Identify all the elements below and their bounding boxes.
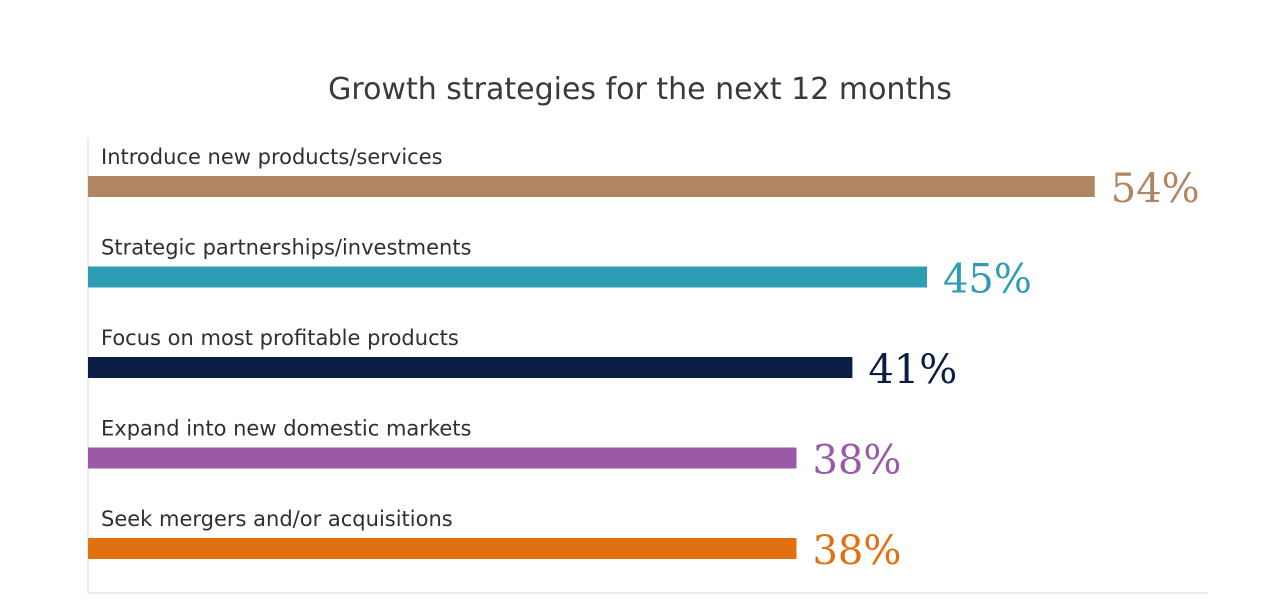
value-label: 38% bbox=[812, 528, 901, 574]
bar bbox=[88, 447, 797, 469]
bar bbox=[88, 266, 927, 288]
chart-title: Growth strategies for the next 12 months bbox=[328, 72, 952, 107]
category-label: Expand into new domestic markets bbox=[101, 417, 471, 441]
value-label: 45% bbox=[943, 257, 1032, 303]
bar bbox=[88, 538, 797, 559]
bar bbox=[88, 176, 1095, 197]
category-label: Focus on most profitable products bbox=[101, 326, 459, 350]
value-label: 54% bbox=[1111, 166, 1200, 212]
bars-group: Introduce new products/services 54% Strate… bbox=[88, 145, 1200, 574]
value-label: 38% bbox=[812, 438, 901, 484]
category-label: Strategic partnerships/investments bbox=[101, 236, 472, 260]
bar bbox=[88, 357, 853, 378]
category-label: Introduce new products/services bbox=[101, 145, 443, 169]
category-label: Seek mergers and/or acquisitions bbox=[101, 507, 453, 531]
value-label: 41% bbox=[868, 347, 957, 393]
